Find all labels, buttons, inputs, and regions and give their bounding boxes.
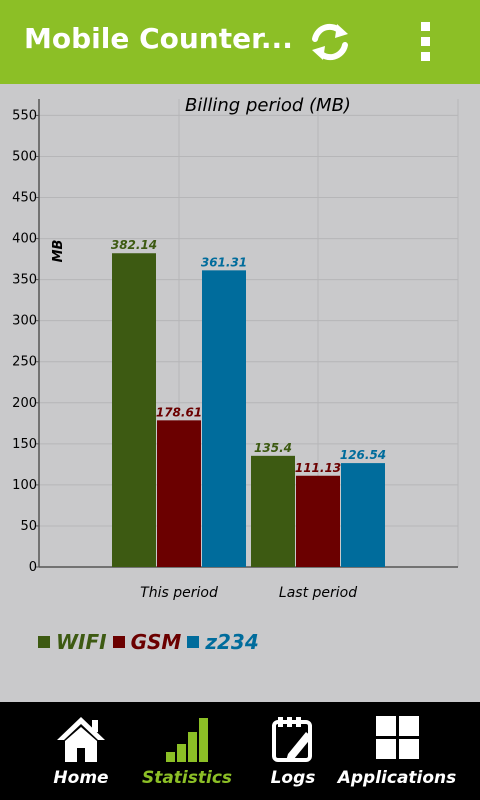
data-label: 382.14 bbox=[111, 238, 157, 252]
chart-ylabel: MB bbox=[51, 239, 66, 262]
legend-swatch bbox=[38, 636, 50, 648]
app-bar: Mobile Counter... bbox=[0, 0, 480, 84]
legend-item-gsm: GSM bbox=[112, 630, 182, 654]
data-label: 178.61 bbox=[156, 405, 202, 419]
tab-logs[interactable]: Logs bbox=[262, 702, 324, 800]
legend-item-z234: z234 bbox=[187, 630, 259, 654]
bar-z234-0 bbox=[202, 270, 246, 567]
legend-label: WIFI bbox=[56, 630, 107, 654]
y-tick-label: 250 bbox=[12, 355, 37, 370]
y-tick-label: 200 bbox=[12, 396, 37, 411]
data-label: 111.13 bbox=[295, 461, 341, 475]
legend-label: z234 bbox=[205, 630, 259, 654]
data-label: 126.54 bbox=[340, 448, 386, 462]
bar-gsm-0 bbox=[157, 420, 201, 567]
chart-legend: WIFI GSM z234 bbox=[38, 628, 265, 656]
legend-swatch bbox=[187, 636, 200, 648]
y-tick-label: 100 bbox=[12, 478, 37, 493]
y-tick-label: 500 bbox=[12, 149, 37, 164]
y-tick-label: 0 bbox=[29, 560, 37, 575]
data-label: 135.4 bbox=[254, 441, 292, 455]
y-tick-label: 550 bbox=[12, 108, 37, 123]
tab-applications-label: Applications bbox=[337, 768, 457, 788]
legend-label: GSM bbox=[130, 630, 182, 654]
bar-wifi-1 bbox=[251, 455, 295, 567]
tab-logs-label: Logs bbox=[270, 768, 316, 788]
legend-swatch bbox=[112, 636, 125, 648]
billing-chart: 0 50 100 150 200 250 300 350 400 450 500 550 382.14… bbox=[12, 95, 459, 601]
tab-applications[interactable]: Applications bbox=[338, 702, 456, 800]
app-title: Mobile Counter... bbox=[24, 22, 293, 55]
refresh-icon[interactable] bbox=[306, 18, 354, 66]
bar-gsm-1 bbox=[296, 475, 340, 567]
y-tick-label: 350 bbox=[12, 273, 37, 288]
bar-wifi-0 bbox=[112, 253, 156, 567]
bottom-navigation: Home Statistics Logs Applications bbox=[0, 702, 480, 800]
tab-home-label: Home bbox=[53, 768, 109, 788]
y-tick-label: 50 bbox=[20, 519, 37, 534]
tab-statistics[interactable]: Statistics bbox=[140, 702, 234, 800]
x-tick-label: Last period bbox=[279, 585, 357, 601]
tab-statistics-label: Statistics bbox=[141, 768, 233, 788]
y-tick-label: 400 bbox=[12, 232, 37, 247]
home-icon bbox=[57, 717, 105, 762]
chart-title: Billing period (MB) bbox=[185, 95, 351, 116]
overflow-menu-icon[interactable] bbox=[404, 16, 448, 68]
data-label: 361.31 bbox=[201, 255, 247, 269]
bar-chart-icon bbox=[166, 718, 208, 762]
legend-item-wifi: WIFI bbox=[38, 630, 107, 654]
y-tick-label: 150 bbox=[12, 437, 37, 452]
x-tick-label: This period bbox=[140, 585, 218, 601]
y-tick-label: 300 bbox=[12, 314, 37, 329]
bar-z234-1 bbox=[341, 463, 385, 567]
applications-grid-icon bbox=[376, 716, 419, 759]
log-notes-icon bbox=[272, 717, 312, 762]
statistics-content: 0 50 100 150 200 250 300 350 400 450 500 550 382.14… bbox=[0, 84, 480, 702]
y-tick-label: 450 bbox=[12, 191, 37, 206]
tab-home[interactable]: Home bbox=[46, 702, 116, 800]
